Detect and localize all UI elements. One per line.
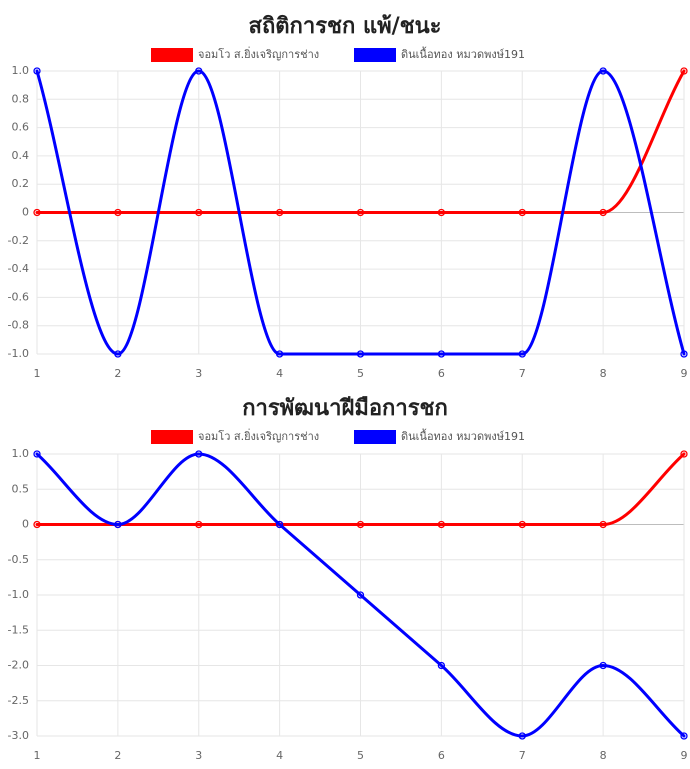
- x-tick-label: 9: [681, 749, 688, 762]
- y-tick-label: 0.5: [12, 482, 30, 495]
- data-point: [114, 208, 122, 217]
- x-tick-label: 4: [276, 367, 283, 380]
- data-point: [33, 520, 41, 529]
- data-point: [437, 661, 446, 670]
- legend-item-0: จอมโว ส.ยิ่งเจริญการช่าง: [151, 46, 319, 62]
- x-tick-label: 3: [195, 749, 202, 762]
- x-tick-label: 7: [519, 367, 526, 380]
- series-line: [35, 452, 686, 738]
- data-point: [599, 520, 607, 529]
- chart-panel-win-loss: สถิติการชก แพ้/ชนะจอมโว ส.ยิ่งเจริญการช่…: [8, 14, 688, 380]
- data-point: [195, 520, 203, 529]
- data-point: [356, 591, 365, 599]
- y-tick-label: -0.6: [8, 290, 29, 303]
- data-point: [437, 350, 446, 358]
- x-tick-label: 8: [600, 749, 607, 762]
- y-tick-label: -0.2: [8, 234, 29, 247]
- data-point: [599, 661, 607, 670]
- x-tick-label: 1: [34, 367, 41, 380]
- y-tick-label: 0: [22, 206, 29, 219]
- legend-swatch: [354, 430, 396, 444]
- data-point: [33, 67, 41, 75]
- series-0: [33, 67, 688, 217]
- data-point: [518, 208, 526, 217]
- x-tick-label: 6: [438, 749, 445, 762]
- data-point: [680, 732, 688, 740]
- data-point: [680, 67, 688, 75]
- legend-item-1: ดินเนื้อทอง หมวดพงษ์191: [354, 46, 525, 62]
- data-point: [33, 450, 41, 458]
- y-tick-label: -0.5: [8, 553, 29, 566]
- data-point: [518, 520, 526, 529]
- x-tick-label: 3: [195, 367, 202, 380]
- data-point: [195, 67, 203, 75]
- series-line: [35, 69, 686, 215]
- data-point: [114, 350, 122, 358]
- y-tick-label: -2.5: [8, 694, 29, 707]
- data-point: [599, 208, 607, 217]
- x-tick-label: 9: [681, 367, 688, 380]
- series-1: [33, 450, 688, 740]
- data-point: [275, 520, 284, 529]
- y-tick-label: 0.6: [12, 121, 30, 134]
- data-point: [356, 208, 365, 217]
- data-point: [356, 350, 365, 358]
- y-tick-label: -1.5: [8, 623, 29, 636]
- x-tick-label: 4: [276, 749, 283, 762]
- legend-label: จอมโว ส.ยิ่งเจริญการช่าง: [198, 46, 319, 61]
- y-tick-label: 0.2: [12, 177, 30, 190]
- x-tick-label: 1: [34, 749, 41, 762]
- legend-label: ดินเนื้อทอง หมวดพงษ์191: [401, 46, 525, 61]
- data-point: [33, 208, 41, 217]
- data-point: [275, 208, 284, 217]
- x-tick-label: 2: [114, 367, 121, 380]
- chart-legend: จอมโว ส.ยิ่งเจริญการช่าง ดินเนื้อทอง หมวด…: [151, 428, 525, 444]
- x-tick-label: 6: [438, 367, 445, 380]
- chart-title: การพัฒนาฝีมือการชก: [242, 396, 448, 421]
- y-tick-label: 0.8: [12, 92, 30, 105]
- x-tick-label: 8: [600, 367, 607, 380]
- series-line: [35, 69, 686, 356]
- y-tick-label: 1.0: [12, 447, 30, 460]
- x-tick-label: 2: [114, 749, 121, 762]
- y-tick-label: -2.0: [8, 659, 29, 672]
- y-tick-label: 0.4: [12, 149, 30, 162]
- data-point: [518, 350, 526, 358]
- data-point: [437, 520, 446, 529]
- data-point: [356, 520, 365, 529]
- data-point: [195, 208, 203, 217]
- chart-title: สถิติการชก แพ้/ชนะ: [249, 14, 442, 39]
- legend-swatch: [151, 48, 193, 62]
- chart-legend: จอมโว ส.ยิ่งเจริญการช่าง ดินเนื้อทอง หมวด…: [151, 46, 525, 62]
- chart-panel-skill-progress: การพัฒนาฝีมือการชกจอมโว ส.ยิ่งเจริญการช่…: [0, 385, 690, 769]
- data-point: [195, 450, 203, 458]
- y-tick-label: 1.0: [12, 64, 30, 77]
- legend-item-1: ดินเนื้อทอง หมวดพงษ์191: [354, 428, 525, 444]
- y-tick-label: -0.8: [8, 319, 29, 332]
- series-1: [33, 67, 688, 358]
- legend-item-0: จอมโว ส.ยิ่งเจริญการช่าง: [151, 428, 319, 444]
- legend-label: ดินเนื้อทอง หมวดพงษ์191: [401, 428, 525, 443]
- y-tick-label: -0.4: [8, 262, 29, 275]
- legend-swatch: [354, 48, 396, 62]
- series-line: [35, 452, 686, 526]
- data-point: [518, 732, 526, 740]
- x-tick-label: 7: [519, 749, 526, 762]
- x-tick-label: 5: [357, 749, 364, 762]
- y-tick-label: -1.0: [8, 347, 29, 360]
- data-point: [275, 350, 284, 358]
- y-tick-label: -1.0: [8, 588, 29, 601]
- data-point: [680, 350, 688, 358]
- data-point: [599, 67, 607, 75]
- data-point: [680, 450, 688, 458]
- legend-swatch: [151, 430, 193, 444]
- data-point: [437, 208, 446, 217]
- legend-label: จอมโว ส.ยิ่งเจริญการช่าง: [198, 428, 319, 443]
- data-point: [114, 520, 122, 529]
- x-tick-label: 5: [357, 367, 364, 380]
- y-tick-label: 0: [22, 518, 29, 531]
- y-tick-label: -3.0: [8, 729, 29, 742]
